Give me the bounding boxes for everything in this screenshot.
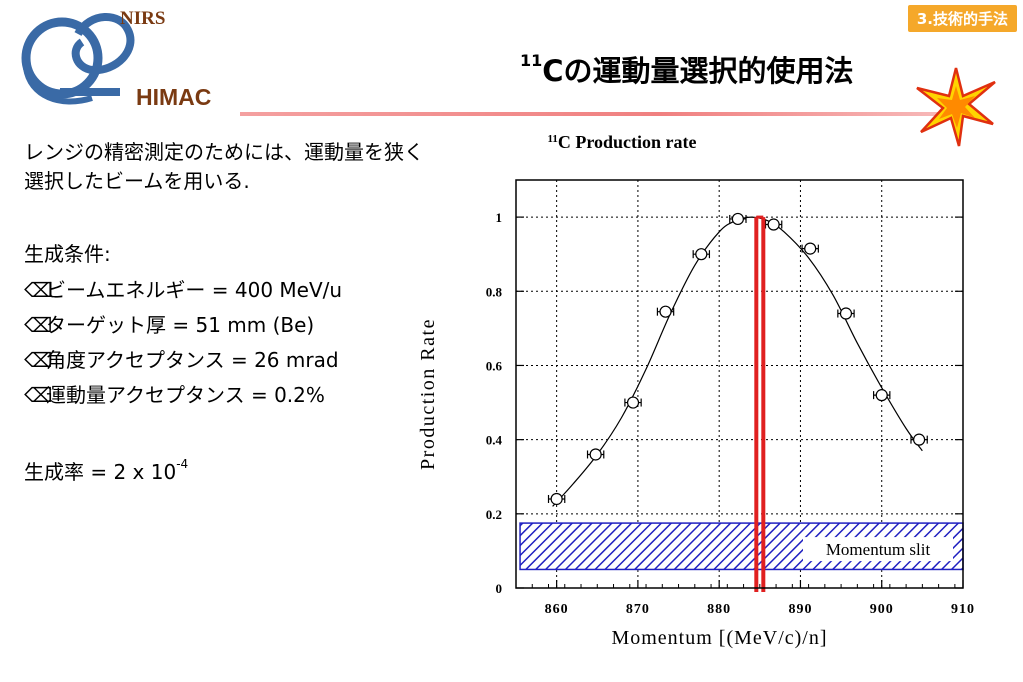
section-badge: 3.技術的手法	[907, 5, 1017, 32]
point-marker	[767, 218, 780, 231]
point-marker	[695, 248, 708, 261]
conditions-list: ⌫ビームエネルギー = 400 MeV/u ⌫ターゲット厚 = 51 mm (B…	[24, 274, 342, 414]
rate-exponent: -4	[176, 457, 189, 472]
conditions-heading: 生成条件:	[24, 242, 111, 266]
production-rate-text: 生成率 = 2 x 10-4	[24, 456, 188, 485]
y-tick-label: 0.2	[486, 507, 502, 522]
point-marker	[550, 492, 563, 506]
slide-title: 11Cの運動量選択的使用法	[520, 48, 854, 90]
x-tick-label: 870	[626, 602, 650, 617]
y-tick-label: 0.8	[486, 284, 503, 299]
x-tick-label: 860	[545, 602, 569, 617]
data-point	[837, 307, 855, 320]
title-superscript: 11	[520, 51, 543, 71]
band-label-background	[803, 537, 953, 562]
logo-himac-text: HIMAC	[136, 84, 212, 110]
x-tick-label: 880	[707, 602, 731, 617]
x-tick-label: 900	[870, 602, 894, 617]
data-point	[873, 389, 891, 402]
data-point	[547, 492, 566, 506]
condition-text: 角度アクセプタンス = 26 mrad	[46, 348, 339, 372]
data-point	[729, 212, 747, 226]
point-marker	[913, 433, 926, 446]
chart-title: 11C Production rate	[547, 132, 696, 152]
himac-logo	[21, 13, 135, 105]
data-point	[801, 242, 819, 255]
chart-title-sup: 11	[547, 133, 557, 145]
logo-nirs-text: NIRS	[120, 8, 166, 29]
point-marker	[659, 305, 672, 318]
point-marker	[626, 396, 640, 409]
x-tick-label: 910	[951, 602, 975, 617]
fit-curve	[552, 216, 923, 507]
data-point	[764, 218, 783, 231]
data-point	[656, 305, 675, 318]
point-marker	[804, 242, 817, 255]
title-main: Cの運動量選択的使用法	[542, 54, 854, 88]
y-tick-label: 0	[496, 581, 503, 596]
rate-base: 生成率 = 2 x 10	[24, 460, 177, 484]
data-point	[692, 248, 711, 261]
bullet-icon: ⌫	[24, 278, 53, 302]
plot-frame	[515, 179, 964, 589]
point-marker	[731, 212, 744, 226]
point-marker	[839, 307, 853, 320]
data-point	[586, 448, 605, 461]
x-axis-label: Momentum [(MeV/c)/n]	[611, 627, 827, 649]
description-text: レンジの精密測定のためには、運動量を狭く選択したビームを用いる.	[24, 140, 424, 193]
list-item: ⌫運動量アクセプタンス = 0.2%	[24, 379, 342, 414]
data-point	[624, 396, 642, 409]
condition-text: ターゲット厚 = 51 mm (Be)	[46, 313, 315, 337]
condition-text: ビームエネルギー = 400 MeV/u	[46, 278, 343, 302]
x-tick-label: 890	[788, 602, 812, 617]
y-tick-label: 0.4	[486, 433, 503, 448]
star-burst-icon	[916, 67, 996, 147]
list-item: ⌫ターゲット厚 = 51 mm (Be)	[24, 309, 342, 344]
chart-title-main: C Production rate	[558, 132, 697, 152]
point-marker	[589, 448, 602, 461]
data-point	[910, 433, 928, 446]
title-underline	[240, 112, 940, 116]
y-tick-label: 1	[496, 210, 503, 225]
list-item: ⌫ビームエネルギー = 400 MeV/u	[24, 274, 342, 309]
bullet-icon: ⌫	[24, 313, 53, 337]
list-item: ⌫角度アクセプタンス = 26 mrad	[24, 344, 342, 379]
band-label: Momentum slit	[826, 540, 931, 559]
bullet-icon: ⌫	[24, 348, 53, 372]
y-tick-label: 0.6	[486, 358, 503, 373]
bullet-icon: ⌫	[24, 383, 53, 407]
y-axis-label: Production Rate	[417, 318, 439, 470]
production-rate-chart: 11C Production rate Momentum slit 860 870…	[417, 132, 975, 649]
point-marker	[875, 389, 888, 402]
condition-text: 運動量アクセプタンス = 0.2%	[46, 383, 325, 407]
